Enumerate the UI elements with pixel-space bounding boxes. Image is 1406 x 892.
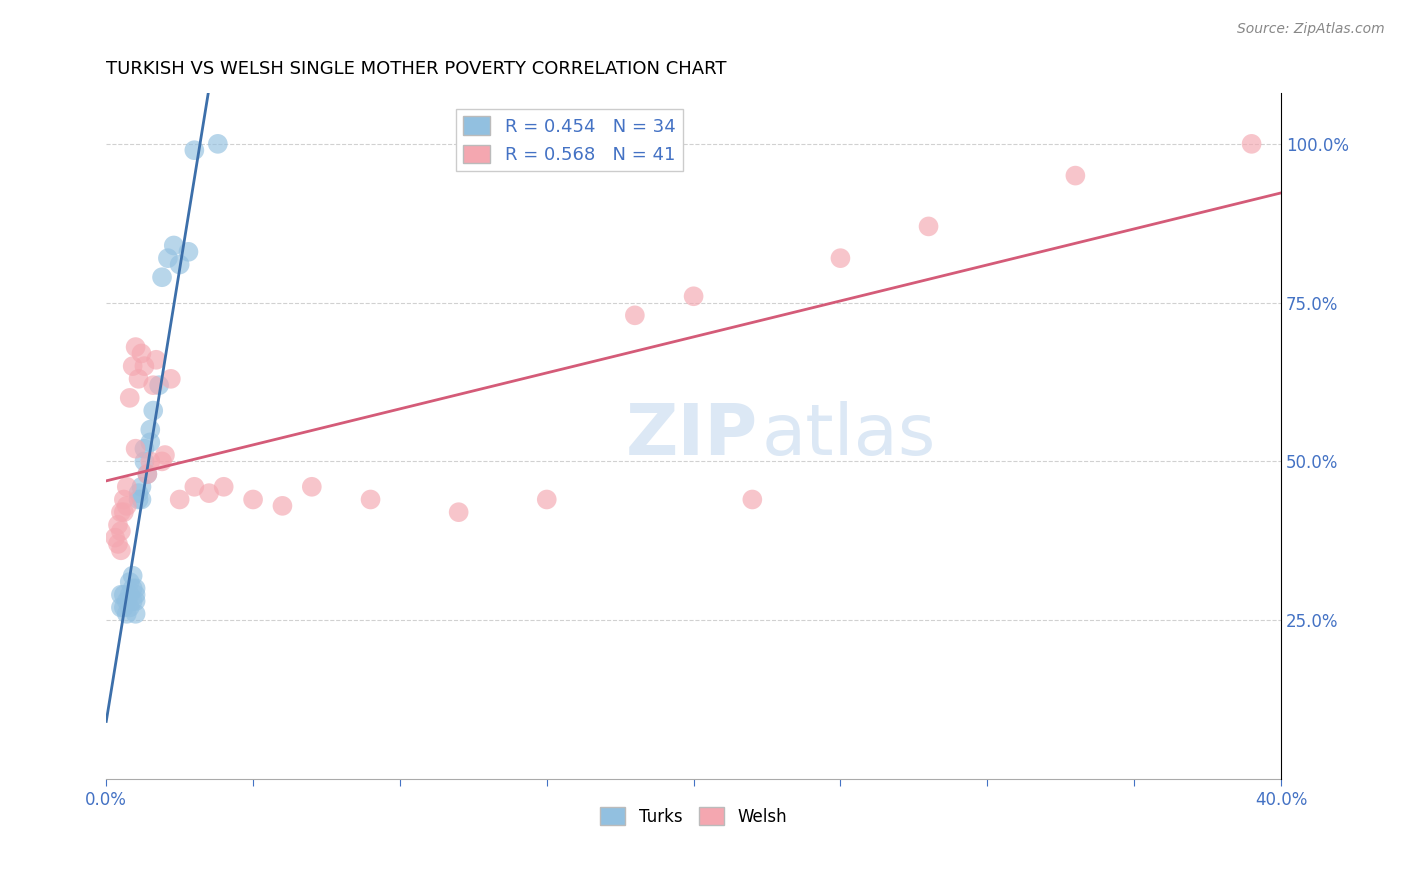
- Point: [124, 582, 146, 596]
- Point: [136, 467, 159, 481]
- Point: [153, 448, 176, 462]
- Point: [115, 480, 138, 494]
- Legend: Turks, Welsh: Turks, Welsh: [593, 801, 793, 832]
- Point: [128, 492, 150, 507]
- Point: [124, 588, 146, 602]
- Text: TURKISH VS WELSH SINGLE MOTHER POVERTY CORRELATION CHART: TURKISH VS WELSH SINGLE MOTHER POVERTY C…: [107, 60, 727, 78]
- Point: [139, 454, 162, 468]
- Point: [169, 492, 191, 507]
- Point: [682, 289, 704, 303]
- Point: [115, 594, 138, 608]
- Point: [134, 359, 156, 373]
- Point: [142, 378, 165, 392]
- Point: [115, 607, 138, 621]
- Point: [145, 352, 167, 367]
- Point: [131, 492, 153, 507]
- Point: [360, 492, 382, 507]
- Point: [112, 492, 135, 507]
- Point: [156, 251, 179, 265]
- Point: [169, 258, 191, 272]
- Point: [136, 467, 159, 481]
- Point: [110, 600, 132, 615]
- Point: [1240, 136, 1263, 151]
- Point: [121, 582, 143, 596]
- Point: [118, 391, 141, 405]
- Point: [139, 435, 162, 450]
- Point: [1064, 169, 1087, 183]
- Point: [131, 346, 153, 360]
- Point: [110, 524, 132, 539]
- Point: [917, 219, 939, 234]
- Point: [124, 340, 146, 354]
- Point: [160, 372, 183, 386]
- Point: [271, 499, 294, 513]
- Point: [142, 403, 165, 417]
- Point: [128, 486, 150, 500]
- Point: [148, 378, 170, 392]
- Point: [830, 251, 852, 265]
- Point: [131, 480, 153, 494]
- Point: [163, 238, 186, 252]
- Point: [110, 543, 132, 558]
- Text: ZIP: ZIP: [626, 401, 758, 470]
- Point: [104, 531, 127, 545]
- Point: [121, 568, 143, 582]
- Point: [124, 594, 146, 608]
- Point: [124, 442, 146, 456]
- Point: [107, 537, 129, 551]
- Point: [134, 442, 156, 456]
- Point: [110, 588, 132, 602]
- Point: [134, 454, 156, 468]
- Point: [115, 499, 138, 513]
- Point: [112, 505, 135, 519]
- Point: [177, 244, 200, 259]
- Point: [198, 486, 221, 500]
- Point: [183, 143, 205, 157]
- Text: Source: ZipAtlas.com: Source: ZipAtlas.com: [1237, 22, 1385, 37]
- Point: [447, 505, 470, 519]
- Point: [128, 372, 150, 386]
- Point: [183, 480, 205, 494]
- Point: [301, 480, 323, 494]
- Point: [212, 480, 235, 494]
- Point: [536, 492, 558, 507]
- Point: [207, 136, 229, 151]
- Point: [624, 308, 647, 322]
- Point: [110, 505, 132, 519]
- Point: [150, 454, 173, 468]
- Point: [121, 359, 143, 373]
- Point: [121, 594, 143, 608]
- Point: [741, 492, 763, 507]
- Point: [118, 588, 141, 602]
- Text: atlas: atlas: [762, 401, 936, 470]
- Point: [112, 600, 135, 615]
- Point: [118, 575, 141, 590]
- Point: [150, 270, 173, 285]
- Point: [139, 423, 162, 437]
- Point: [242, 492, 264, 507]
- Point: [124, 607, 146, 621]
- Point: [118, 600, 141, 615]
- Point: [112, 588, 135, 602]
- Point: [107, 517, 129, 532]
